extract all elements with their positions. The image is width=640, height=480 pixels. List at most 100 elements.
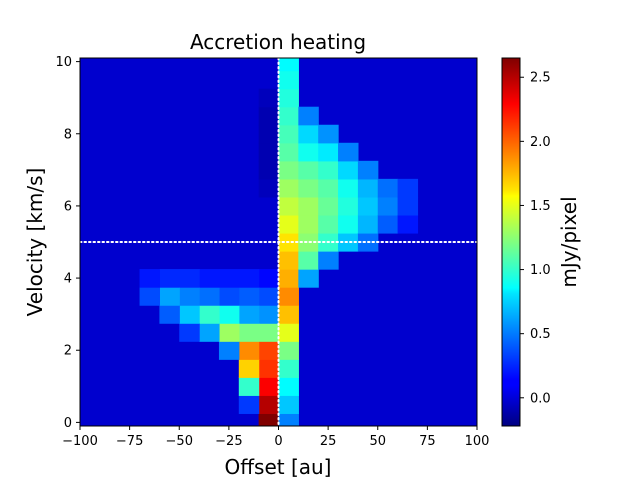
heatmap-cell	[377, 196, 399, 216]
heatmap-cell	[278, 106, 299, 126]
colorbar-tick-label: 1.0	[530, 263, 551, 278]
heatmap-cell	[318, 251, 339, 270]
colorbar-tick-label: 2.5	[530, 71, 551, 86]
heatmap-cell	[357, 178, 379, 198]
x-tick-label: −75	[116, 434, 143, 449]
y-tick-label: 8	[64, 127, 72, 142]
x-axis-title: Offset [au]	[225, 455, 332, 479]
heatmap-cells	[139, 58, 419, 426]
heatmap-cell	[179, 323, 200, 342]
heatmap-cell	[298, 142, 319, 162]
heatmap-cell	[258, 178, 280, 198]
heatmap-cell	[338, 214, 359, 234]
heatmap-cell	[218, 341, 240, 360]
plot-area	[79, 57, 478, 427]
heatmap-cell	[298, 196, 319, 216]
heatmap-cell	[258, 142, 280, 162]
heatmap-cell	[278, 124, 299, 144]
heatmap-cell	[139, 269, 160, 288]
heatmap-cell	[338, 160, 359, 180]
y-tick-label: 10	[55, 55, 72, 70]
heatmap-cell	[199, 287, 220, 306]
heatmap-cell	[278, 196, 299, 216]
x-tick-label: 75	[419, 434, 436, 449]
x-tick-label: 50	[369, 434, 386, 449]
heatmap-cell	[278, 58, 299, 72]
heatmap-cell	[278, 251, 299, 270]
colorbar-tick-label: 2.0	[530, 135, 551, 150]
heatmap-cell	[278, 359, 299, 378]
colorbar-gradient	[501, 57, 521, 427]
heatmap-cell	[258, 359, 280, 378]
heatmap-cell	[338, 142, 359, 162]
heatmap-cell	[238, 269, 260, 288]
heatmap-cell	[258, 269, 280, 288]
heatmap-cell	[298, 269, 319, 288]
heatmap-cell	[318, 196, 339, 216]
heatmap-cell	[218, 269, 240, 288]
heatmap-cell	[258, 287, 280, 306]
heatmap-cell	[258, 124, 280, 144]
colorbar-tick-label: 0.5	[530, 327, 551, 342]
heatmap-cell	[357, 160, 379, 180]
heatmap-cell	[338, 178, 359, 198]
heatmap-cell	[258, 160, 280, 180]
heatmap-cell	[357, 196, 379, 216]
heatmap-cell	[159, 287, 180, 306]
x-tick-label: 25	[320, 434, 337, 449]
heatmap-cell	[258, 341, 280, 360]
colorbar-label: mJy/pixel	[557, 196, 581, 287]
heatmap-cell	[258, 377, 280, 396]
heatmap-cell	[238, 377, 260, 396]
heatmap-cell	[377, 178, 399, 198]
heatmap-cell	[397, 214, 419, 234]
heatmap-cell	[258, 88, 280, 108]
heatmap-cell	[238, 359, 260, 378]
heatmap-cell	[318, 178, 339, 198]
y-tick-label: 4	[64, 272, 72, 287]
heatmap-cell	[179, 305, 200, 324]
heatmap-cell	[298, 124, 319, 144]
heatmap-cell	[298, 160, 319, 180]
heatmap-cell	[179, 269, 200, 288]
heatmap-cell	[377, 214, 399, 234]
heatmap-cell	[298, 106, 319, 126]
heatmap-cell	[258, 323, 280, 342]
heatmap-cell	[278, 413, 299, 426]
heatmap-cell	[278, 142, 299, 162]
x-axis-ticks: −100 −75 −50 −25 0 25 50 75 100	[62, 426, 489, 449]
colorbar: 0.0 0.5 1.0 1.5 2.0 2.5 mJy/pixel	[501, 57, 581, 427]
heatmap-cell	[278, 160, 299, 180]
heatmap-cell	[357, 214, 379, 234]
heatmap-cell	[258, 106, 280, 126]
heatmap-cell	[298, 251, 319, 270]
heatmap-cell	[139, 287, 160, 306]
heatmap-cell	[218, 323, 240, 342]
heatmap-cell	[338, 232, 359, 252]
heatmap-cell	[397, 178, 419, 198]
x-tick-label: −100	[62, 434, 98, 449]
y-axis-ticks: 0 2 4 6 8 10	[55, 55, 80, 431]
heatmap-cell	[278, 178, 299, 198]
heatmap-cell	[397, 196, 419, 216]
y-tick-label: 6	[64, 199, 72, 214]
heatmap-cell	[218, 287, 240, 306]
x-tick-label: −50	[166, 434, 193, 449]
heatmap-cell	[278, 341, 299, 360]
y-tick-label: 0	[64, 416, 72, 431]
heatmap-cell	[338, 196, 359, 216]
heatmap-cell	[218, 305, 240, 324]
x-tick-label: 0	[274, 434, 282, 449]
heatmap-cell	[278, 305, 299, 324]
heatmap-cell	[238, 305, 260, 324]
heatmap-cell	[318, 142, 339, 162]
heatmap-cell	[258, 305, 280, 324]
heatmap-cell	[199, 269, 220, 288]
x-tick-label: 100	[465, 434, 490, 449]
heatmap-cell	[159, 305, 180, 324]
colorbar-tick-label: 0.0	[530, 391, 551, 406]
heatmap-cell	[159, 269, 180, 288]
heatmap-cell	[278, 323, 299, 342]
x-tick-label: −25	[215, 434, 242, 449]
